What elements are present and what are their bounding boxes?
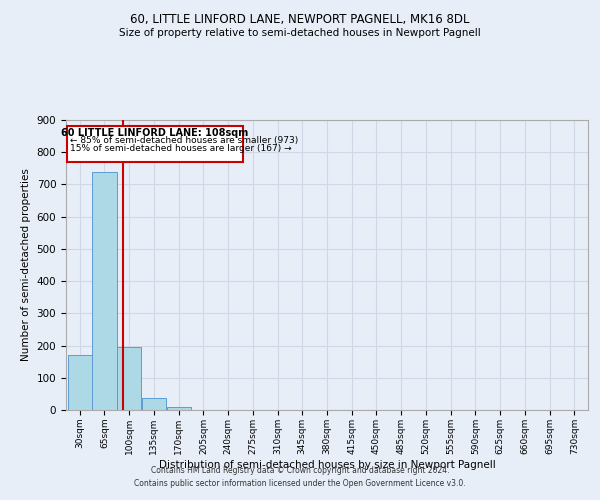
Bar: [68, 355, 92, 410]
Text: 60, LITTLE LINFORD LANE, NEWPORT PAGNELL, MK16 8DL: 60, LITTLE LINFORD LANE, NEWPORT PAGNELL…: [130, 12, 470, 26]
Text: 60 LITTLE LINFORD LANE: 108sqm: 60 LITTLE LINFORD LANE: 108sqm: [61, 128, 248, 138]
Bar: [142, 398, 166, 410]
Y-axis label: Number of semi-detached properties: Number of semi-detached properties: [21, 168, 31, 362]
X-axis label: Distribution of semi-detached houses by size in Newport Pagnell: Distribution of semi-detached houses by …: [158, 460, 496, 469]
Bar: [92, 172, 116, 410]
Text: Size of property relative to semi-detached houses in Newport Pagnell: Size of property relative to semi-detach…: [119, 28, 481, 38]
Text: Contains HM Land Registry data © Crown copyright and database right 2024.
Contai: Contains HM Land Registry data © Crown c…: [134, 466, 466, 487]
Bar: [117, 346, 141, 410]
Text: ← 85% of semi-detached houses are smaller (973): ← 85% of semi-detached houses are smalle…: [70, 136, 298, 145]
Text: 15% of semi-detached houses are larger (167) →: 15% of semi-detached houses are larger (…: [70, 144, 291, 153]
Bar: [167, 407, 191, 410]
FancyBboxPatch shape: [67, 126, 242, 162]
